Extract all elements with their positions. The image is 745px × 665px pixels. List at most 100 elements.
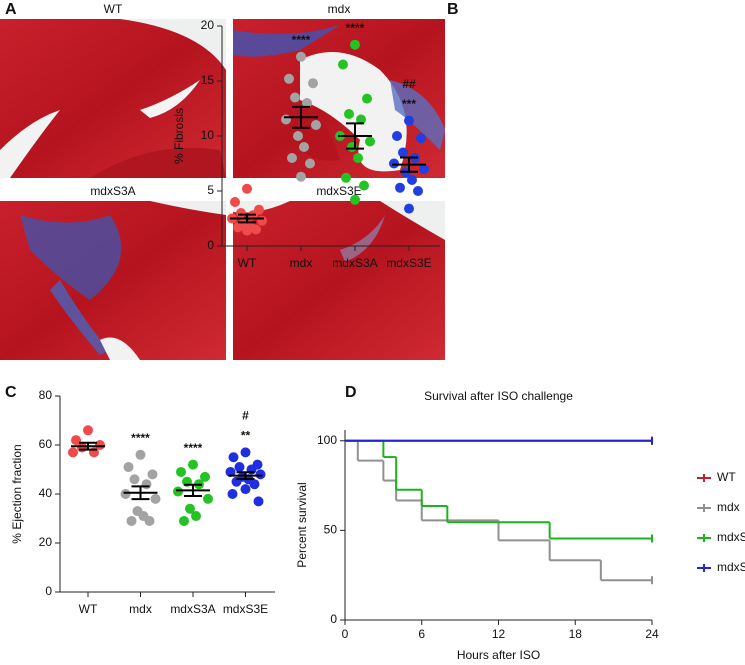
y-tick-label: 40 xyxy=(39,486,53,500)
dot xyxy=(230,197,240,207)
y-tick-label: 5 xyxy=(207,183,214,197)
dot xyxy=(350,39,360,50)
x-tick-label: 24 xyxy=(645,627,659,641)
dot xyxy=(413,186,423,196)
histology-mdxs3e xyxy=(233,201,445,360)
dot xyxy=(389,158,399,169)
dot xyxy=(290,92,300,103)
chart-title: Survival after ISO challenge xyxy=(424,389,573,403)
significance: **** xyxy=(184,441,203,455)
x-tick-label: mdxS3E xyxy=(386,256,431,270)
dot xyxy=(225,466,236,477)
dot xyxy=(365,136,375,147)
dot xyxy=(296,51,306,62)
x-tick-label: mdxS3A xyxy=(170,602,215,616)
y-axis-label: % Fibrosis xyxy=(172,108,186,164)
dot xyxy=(227,489,238,499)
panel-label: A xyxy=(5,1,17,18)
dot xyxy=(233,222,243,233)
dot xyxy=(179,515,189,526)
image-caption: mdxS3E xyxy=(316,184,361,198)
y-tick-label: 10 xyxy=(201,128,215,142)
dot xyxy=(203,493,213,504)
x-tick-label: WT xyxy=(79,602,98,616)
dot xyxy=(287,153,297,163)
image-caption: mdx xyxy=(328,2,351,16)
y-tick-label: 80 xyxy=(39,388,53,402)
dot xyxy=(359,180,369,191)
dot xyxy=(83,425,93,436)
dot xyxy=(147,469,158,480)
histology-wt xyxy=(0,19,226,178)
dot xyxy=(129,474,140,485)
legend-label: mdxS3E xyxy=(717,560,745,574)
dot xyxy=(120,489,131,499)
dot xyxy=(77,442,87,453)
dot xyxy=(353,153,363,163)
y-tick-label: 0 xyxy=(207,238,214,252)
dot xyxy=(242,225,252,236)
dot xyxy=(126,515,137,526)
dot xyxy=(404,115,414,126)
dot xyxy=(299,142,309,152)
y-tick-label: 0 xyxy=(45,584,52,598)
dot xyxy=(407,175,417,185)
significance: **** xyxy=(131,431,150,445)
dot xyxy=(144,515,155,526)
x-tick-label: WT xyxy=(238,256,257,270)
dot xyxy=(356,114,366,125)
legend-label: mdx xyxy=(717,500,740,514)
dot xyxy=(191,511,201,522)
dot xyxy=(242,183,252,194)
x-tick-label: mdx xyxy=(129,602,152,616)
dot xyxy=(281,114,291,125)
significance: **** xyxy=(346,21,365,35)
dot xyxy=(236,208,246,218)
dot xyxy=(311,120,321,130)
dot xyxy=(173,486,183,497)
dot xyxy=(395,182,405,193)
dot xyxy=(296,171,306,182)
dot xyxy=(338,59,348,70)
dot xyxy=(95,440,105,450)
y-tick-label: 20 xyxy=(201,18,215,32)
dot xyxy=(234,462,245,473)
dot xyxy=(344,109,354,119)
y-tick-label: 60 xyxy=(39,437,53,451)
dot xyxy=(68,447,78,458)
dot xyxy=(350,194,360,205)
legend-label: mdxS3A xyxy=(717,530,745,544)
panel-label: B xyxy=(447,1,459,18)
image-caption: WT xyxy=(104,2,123,16)
dot xyxy=(255,469,266,480)
dot xyxy=(284,73,294,84)
dot xyxy=(419,164,429,174)
x-tick-label: mdxS3E xyxy=(223,602,268,616)
x-tick-label: 0 xyxy=(342,627,349,641)
dot xyxy=(240,447,251,458)
dot xyxy=(251,224,261,235)
y-tick-label: 50 xyxy=(324,523,338,537)
panel-label: D xyxy=(345,384,357,401)
dot xyxy=(71,435,81,446)
dot xyxy=(240,484,251,495)
dot xyxy=(185,503,195,514)
x-tick-label: 6 xyxy=(418,627,425,641)
x-tick-label: mdxS3A xyxy=(332,256,377,270)
dot xyxy=(302,98,312,108)
dot xyxy=(416,133,426,144)
dot xyxy=(176,466,186,477)
significance: ** xyxy=(241,429,251,443)
legend-label: WT xyxy=(717,470,736,484)
dot xyxy=(123,462,134,473)
dot xyxy=(253,496,264,507)
x-axis-label: Hours after ISO xyxy=(457,648,540,662)
dot xyxy=(188,459,198,470)
dot xyxy=(257,215,267,226)
dot xyxy=(228,452,239,463)
dot xyxy=(341,172,351,183)
y-axis-label: % Ejection fraction xyxy=(10,444,24,543)
y-tick-label: 15 xyxy=(201,73,215,87)
dot xyxy=(392,131,402,141)
